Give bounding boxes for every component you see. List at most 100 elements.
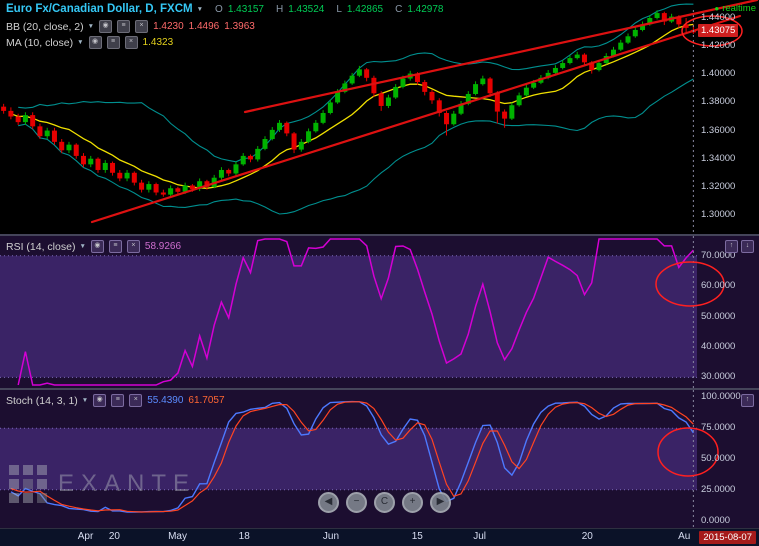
settings-icon[interactable]: ≡ (111, 394, 125, 407)
axis-tick-label: 75.0000 (701, 422, 736, 434)
low-value: 1.42865 (346, 3, 384, 15)
axis-tick-label: 1.32000 (701, 180, 736, 192)
close-icon[interactable]: × (124, 36, 138, 49)
zoom-out-button[interactable]: − (346, 492, 367, 513)
price-axis[interactable]: 1.44000 1.42000 1.40000 1.38000 1.36000 1.340… (697, 0, 759, 234)
last-price-tag: 1.43075 (698, 24, 739, 38)
axis-tick-label: 70.0000 (701, 249, 736, 261)
axis-tick-label: 100.0000 (701, 391, 741, 403)
bb-lower-value: 1.3963 (224, 21, 255, 32)
chevron-down-icon: ▼ (77, 39, 84, 46)
time-tick-label: Au (678, 531, 691, 542)
stoch-chart-canvas[interactable] (0, 390, 759, 528)
time-axis[interactable]: 2015-08-07 Apr 20 May 18 Jun 15 Jul 20 Au (0, 528, 759, 546)
visibility-icon[interactable]: ◉ (88, 36, 102, 49)
crosshair-date-tag: 2015-08-07 (699, 531, 756, 544)
axis-tick-label: 50.0000 (701, 310, 736, 322)
high-value: 1.43524 (288, 3, 325, 15)
low-label: L (336, 3, 342, 15)
visibility-icon[interactable]: ◉ (90, 240, 104, 253)
time-tick-label: 20 (108, 531, 120, 542)
open-label: O (215, 3, 223, 15)
axis-tick-label: 60.0000 (701, 280, 736, 292)
rsi-panel[interactable]: 70.0000 60.0000 50.0000 40.0000 30.0000 RSI … (0, 236, 759, 390)
time-tick-label: Apr (77, 531, 94, 542)
axis-tick-label: 1.34000 (701, 152, 736, 164)
nav-left-button[interactable]: ◀ (318, 492, 339, 513)
stoch-axis[interactable]: 100.0000 75.0000 50.0000 25.0000 0.0000 (697, 390, 759, 528)
axis-tick-label: 30.0000 (701, 371, 736, 383)
time-tick-label: Jun (322, 531, 340, 542)
close-label: C (395, 3, 403, 15)
zoom-in-button[interactable]: + (402, 492, 423, 513)
rsi-value: 58.9266 (144, 241, 182, 252)
exante-logo-icon (9, 465, 47, 503)
chart-nav-controls: ◀ − C + ▶ (318, 492, 451, 513)
settings-icon[interactable]: ≡ (117, 20, 131, 33)
close-icon[interactable]: × (126, 240, 140, 253)
high-label: H (275, 3, 284, 15)
main-chart-panel[interactable]: 1.44000 1.42000 1.40000 1.38000 1.36000 1.340… (0, 0, 759, 236)
stoch-d-value: 61.7057 (188, 395, 225, 406)
visibility-icon[interactable]: ◉ (93, 394, 107, 407)
center-button[interactable]: C (374, 492, 395, 513)
panel-down-button[interactable]: ↓ (741, 240, 754, 253)
close-icon[interactable]: × (129, 394, 143, 407)
chart-header-row: Euro Fx/Canadian Dollar, D, FXCM ▼ O 1.4… (6, 3, 443, 15)
stoch-panel-controls: ↑ (741, 394, 754, 407)
symbol-title-text: Euro Fx/Canadian Dollar, D, FXCM (6, 3, 193, 15)
bb-upper-value: 1.4496 (188, 21, 220, 32)
chevron-down-icon: ▼ (79, 243, 86, 250)
ma-header-row: MA (10, close) ▼ ◉ ≡ × 1.4323 (6, 36, 173, 49)
main-chart-canvas[interactable] (0, 0, 759, 234)
chevron-down-icon: ▼ (87, 23, 95, 30)
chevron-down-icon: ▼ (196, 5, 204, 13)
settings-icon[interactable]: ≡ (108, 240, 122, 253)
visibility-icon[interactable]: ◉ (99, 20, 113, 33)
rsi-indicator-label[interactable]: RSI (14, close) ▼ (6, 241, 86, 253)
axis-tick-label: 1.40000 (701, 68, 736, 80)
panel-up-button[interactable]: ↑ (741, 394, 754, 407)
stoch-header-row: Stoch (14, 3, 1) ▼ ◉ ≡ × 55.4390 61.7057 (6, 394, 225, 407)
symbol-title[interactable]: Euro Fx/Canadian Dollar, D, FXCM ▼ (6, 3, 203, 15)
bb-label-text: BB (20, close, 2) (6, 20, 84, 33)
bb-mid-value: 1.4230 (153, 21, 184, 32)
watermark-text: EXANTE (58, 470, 197, 497)
chevron-down-icon: ▼ (81, 397, 89, 404)
realtime-status: ● realtime (714, 3, 756, 14)
axis-tick-label: 1.36000 (701, 124, 736, 136)
stoch-k-value: 55.4390 (147, 395, 184, 406)
realtime-label: realtime (722, 3, 756, 14)
axis-tick-label: 50.0000 (701, 453, 736, 464)
ma-label-text: MA (10, close) (6, 36, 74, 49)
axis-tick-label: 0.0000 (701, 514, 731, 526)
stoch-label-text: Stoch (14, 3, 1) (6, 394, 78, 407)
rsi-panel-controls: ↑ ↓ (725, 240, 754, 253)
nav-right-button[interactable]: ▶ (430, 492, 451, 513)
time-tick-label: 18 (238, 531, 250, 542)
time-tick-label: 15 (411, 531, 423, 542)
rsi-header-row: RSI (14, close) ▼ ◉ ≡ × 58.9266 (6, 240, 181, 253)
axis-tick-label: 40.0000 (701, 340, 736, 352)
axis-tick-label: 25.0000 (701, 483, 736, 495)
realtime-dot-icon: ● (714, 3, 720, 13)
bb-indicator-label[interactable]: BB (20, close, 2) ▼ (6, 21, 94, 33)
axis-tick-label: 1.44000 (701, 12, 736, 23)
panel-up-button[interactable]: ↑ (725, 240, 738, 253)
stoch-indicator-label[interactable]: Stoch (14, 3, 1) ▼ (6, 395, 88, 407)
ma-value: 1.4323 (142, 37, 174, 48)
close-icon[interactable]: × (135, 20, 149, 33)
axis-tick-label: 1.30000 (701, 209, 736, 220)
watermark: EXANTE (8, 464, 196, 504)
time-tick-label: Jul (473, 531, 486, 542)
time-tick-label: May (168, 531, 187, 542)
rsi-label-text: RSI (14, close) (6, 240, 76, 253)
stoch-panel[interactable]: 100.0000 75.0000 50.0000 25.0000 0.0000 Stoc… (0, 390, 759, 528)
rsi-axis[interactable]: 70.0000 60.0000 50.0000 40.0000 30.0000 (697, 236, 759, 388)
rsi-chart-canvas[interactable] (0, 236, 759, 388)
ma-indicator-label[interactable]: MA (10, close) ▼ (6, 37, 84, 49)
settings-icon[interactable]: ≡ (106, 36, 120, 49)
axis-tick-label: 1.38000 (701, 96, 736, 108)
open-value: 1.43157 (227, 3, 264, 15)
